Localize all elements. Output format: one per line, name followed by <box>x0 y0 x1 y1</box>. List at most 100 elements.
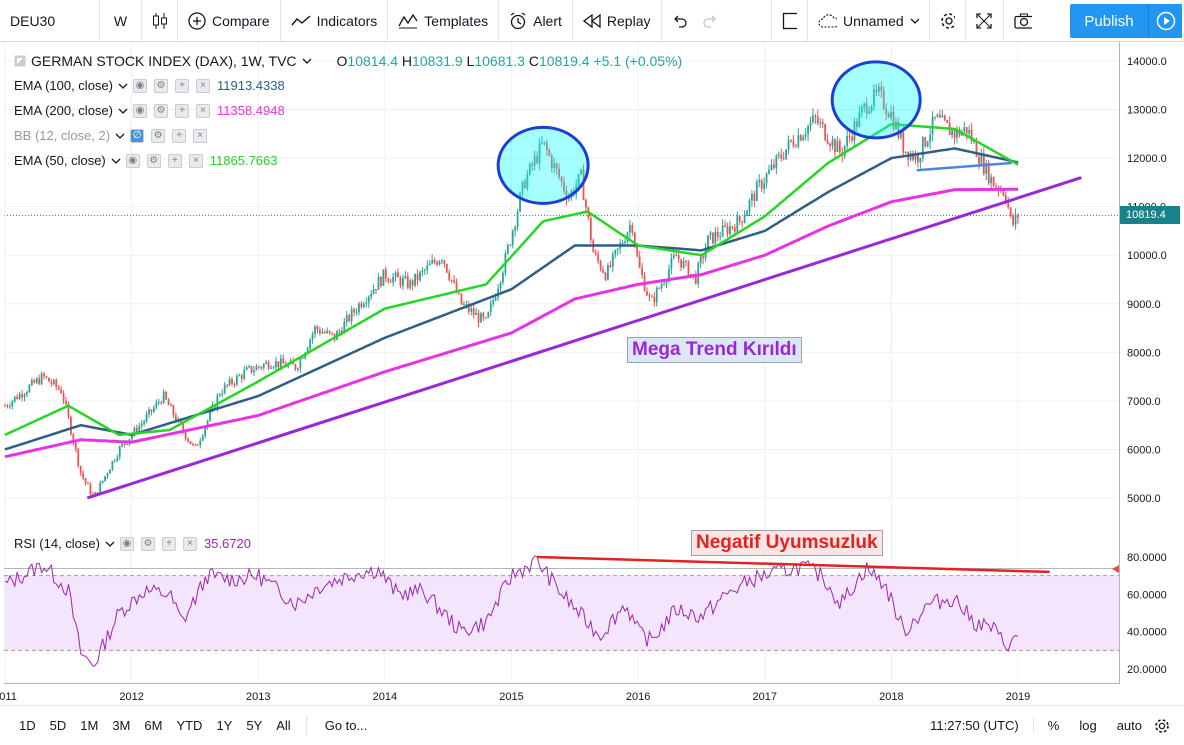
range-6m[interactable]: 6M <box>144 718 163 733</box>
undo-button[interactable] <box>662 0 692 42</box>
close-icon[interactable]: × <box>193 128 208 143</box>
interval-button[interactable]: W <box>100 0 142 42</box>
publish-button[interactable]: Publish <box>1070 4 1148 38</box>
mega-trend-label[interactable]: Mega Trend Kırıldı <box>627 337 802 363</box>
auto-toggle[interactable]: auto <box>1116 718 1142 733</box>
candle-body <box>216 395 219 408</box>
eye-icon[interactable]: ◉ <box>133 78 147 93</box>
high-value: 10831.9 <box>412 53 463 69</box>
layout-menu[interactable]: Unnamed <box>808 0 930 42</box>
candle-body <box>116 456 119 461</box>
plus-icon[interactable]: + <box>172 128 187 143</box>
range-ytd[interactable]: YTD <box>176 718 203 733</box>
candle-body <box>978 156 980 164</box>
candle-body <box>865 103 868 114</box>
pane-separator[interactable] <box>4 568 1120 569</box>
range-all[interactable]: All <box>276 718 291 733</box>
candle-body <box>399 277 402 286</box>
gear-icon[interactable]: ⚙ <box>154 78 168 93</box>
candle-body <box>787 139 790 150</box>
candle-body <box>550 155 553 168</box>
chart-style-button[interactable] <box>142 0 178 42</box>
plus-icon[interactable]: + <box>175 78 189 93</box>
close-icon[interactable]: × <box>196 103 210 118</box>
candle-body <box>145 414 148 422</box>
chevron-down-icon[interactable] <box>105 540 115 548</box>
eye-icon[interactable]: ◉ <box>133 103 147 118</box>
candle-body <box>165 391 168 400</box>
candle-body <box>653 296 656 303</box>
candle-body <box>533 156 536 166</box>
chevron-down-icon[interactable] <box>118 82 128 90</box>
chart-canvas[interactable]: 14000.013000.012000.011000.010000.09000.… <box>0 42 1184 705</box>
alert-button[interactable]: Alert <box>499 0 573 42</box>
gear-icon[interactable] <box>1154 718 1170 734</box>
candle-body <box>311 334 314 340</box>
candle-body <box>824 124 827 141</box>
top-toolbar: DEU30 W Compare Indicators Templates Ale… <box>0 0 1184 42</box>
log-toggle[interactable]: log <box>1079 718 1097 733</box>
close-icon[interactable]: × <box>196 78 210 93</box>
candle-body <box>270 367 272 369</box>
candle-body <box>733 227 736 232</box>
fullscreen-toggle[interactable] <box>772 0 808 42</box>
fullscreen-button[interactable] <box>966 0 1004 42</box>
ema100-line <box>4 147 1019 451</box>
drawings[interactable] <box>86 60 1082 574</box>
candle-body <box>377 276 380 290</box>
range-1d[interactable]: 1D <box>19 718 36 733</box>
settings-button[interactable] <box>930 0 966 42</box>
symbol-search[interactable]: DEU30 <box>0 0 100 42</box>
candle-body <box>79 465 82 473</box>
overlays <box>4 122 1019 459</box>
plus-icon[interactable]: + <box>161 536 176 551</box>
plus-icon[interactable]: + <box>167 153 182 168</box>
gear-icon[interactable]: ⚙ <box>146 153 161 168</box>
eye-icon[interactable]: ◉ <box>125 153 140 168</box>
percent-toggle[interactable]: % <box>1047 718 1060 733</box>
gear-icon[interactable]: ⚙ <box>154 103 168 118</box>
low-value: 10681.3 <box>474 53 525 69</box>
symbol-label: DEU30 <box>10 12 56 29</box>
candle-body <box>111 460 114 470</box>
collapse-icon[interactable] <box>14 55 26 67</box>
close-icon[interactable]: × <box>188 153 203 168</box>
range-1y[interactable]: 1Y <box>216 718 233 733</box>
range-3m[interactable]: 3M <box>112 718 131 733</box>
candle-body <box>917 154 919 163</box>
candle-body <box>650 296 653 298</box>
replay-button[interactable]: Replay <box>573 0 662 42</box>
chart-frame[interactable]: 14000.013000.012000.011000.010000.09000.… <box>0 42 1184 745</box>
negatif-uyumsuzluk-label[interactable]: Negatif Uyumsuzluk <box>691 530 883 556</box>
eye-icon[interactable]: ◉ <box>119 536 134 551</box>
range-1m[interactable]: 1M <box>80 718 99 733</box>
chevron-down-icon[interactable] <box>302 57 312 65</box>
gear-icon[interactable]: ⚙ <box>151 128 166 143</box>
eye-icon[interactable]: ∅ <box>130 128 145 143</box>
stream-button[interactable] <box>1148 4 1182 38</box>
candle-body <box>184 432 187 439</box>
chevron-down-icon[interactable] <box>115 132 125 140</box>
indicators-button[interactable]: Indicators <box>281 0 389 42</box>
candle-body <box>953 130 956 138</box>
goto-button[interactable]: Go to... <box>324 718 368 733</box>
price-axis-border <box>1119 42 1120 684</box>
candle-body <box>160 402 163 404</box>
range-5y[interactable]: 5Y <box>246 718 263 733</box>
chevron-down-icon[interactable] <box>118 107 128 115</box>
screenshot-button[interactable] <box>1004 0 1042 42</box>
candle-body <box>458 292 460 294</box>
range-5d[interactable]: 5D <box>49 718 67 733</box>
chevron-down-icon[interactable] <box>111 157 121 165</box>
candle-body <box>543 141 546 143</box>
templates-button[interactable]: Templates <box>388 0 500 42</box>
candle-body <box>521 181 524 194</box>
candle-body <box>963 127 966 132</box>
redo-button[interactable] <box>692 0 772 42</box>
close-icon[interactable]: × <box>182 536 197 551</box>
compare-button[interactable]: Compare <box>178 0 281 42</box>
candle-body <box>362 304 365 308</box>
gear-icon[interactable]: ⚙ <box>140 536 155 551</box>
plus-icon[interactable]: + <box>175 103 189 118</box>
candle-body <box>763 183 766 189</box>
